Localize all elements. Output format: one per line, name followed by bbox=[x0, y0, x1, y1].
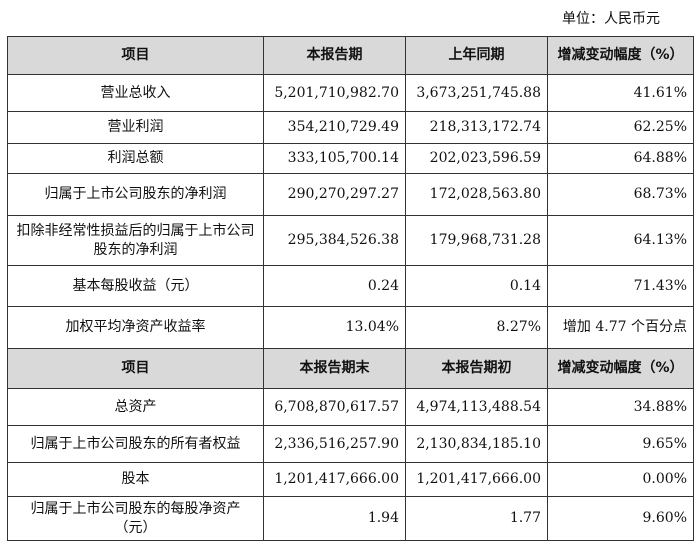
row-item: 扣除非经常性损益后的归属于上市公司股东的净利润 bbox=[7, 215, 264, 266]
row-item: 基本每股收益（元） bbox=[7, 265, 264, 307]
header-prior-period: 上年同期 bbox=[405, 36, 548, 75]
table-row: 基本每股收益（元） 0.24 0.14 71.43% bbox=[7, 265, 694, 307]
header-row-1: 项目 本报告期 上年同期 增减变动幅度（%） bbox=[7, 36, 694, 75]
row-prior: 8.27% bbox=[405, 306, 548, 349]
table-row: 股本 1,201,417,666.00 1,201,417,666.00 0.0… bbox=[7, 462, 694, 497]
row-change: 0.00% bbox=[547, 462, 694, 497]
unit-label: 单位：人民币元 bbox=[562, 11, 660, 27]
row-item: 营业利润 bbox=[7, 111, 264, 144]
table-row: 扣除非经常性损益后的归属于上市公司股东的净利润 295,384,526.38 1… bbox=[7, 215, 694, 266]
table-row: 营业利润 354,210,729.49 218,313,172.74 62.25… bbox=[7, 111, 694, 144]
row-prior: 4,974,113,488.54 bbox=[405, 388, 548, 426]
row-current: 354,210,729.49 bbox=[263, 111, 406, 144]
header-change: 增减变动幅度（%） bbox=[547, 348, 694, 389]
header-row-2: 项目 本报告期末 本报告期初 增减变动幅度（%） bbox=[7, 348, 694, 389]
row-current: 6,708,870,617.57 bbox=[263, 388, 406, 426]
row-current: 290,270,297.27 bbox=[263, 173, 406, 216]
row-current: 1,201,417,666.00 bbox=[263, 462, 406, 497]
row-change: 增加 4.77 个百分点 bbox=[547, 306, 694, 349]
row-change: 64.88% bbox=[547, 143, 694, 174]
row-current: 295,384,526.38 bbox=[263, 215, 406, 266]
row-prior: 172,028,563.80 bbox=[405, 173, 548, 216]
row-item: 加权平均净资产收益率 bbox=[7, 306, 264, 349]
row-prior: 0.14 bbox=[405, 265, 548, 307]
row-change: 71.43% bbox=[547, 265, 694, 307]
row-current: 333,105,700.14 bbox=[263, 143, 406, 174]
row-change: 68.73% bbox=[547, 173, 694, 216]
row-change: 41.61% bbox=[547, 74, 694, 112]
row-change: 9.65% bbox=[547, 425, 694, 463]
header-item: 项目 bbox=[7, 348, 264, 389]
row-item: 营业总收入 bbox=[7, 74, 264, 112]
table-row: 总资产 6,708,870,617.57 4,974,113,488.54 34… bbox=[7, 388, 694, 426]
row-change: 62.25% bbox=[547, 111, 694, 144]
row-prior: 3,673,251,745.88 bbox=[405, 74, 548, 112]
row-prior: 2,130,834,185.10 bbox=[405, 425, 548, 463]
row-current: 2,336,516,257.90 bbox=[263, 425, 406, 463]
row-item: 利润总额 bbox=[7, 143, 264, 174]
row-current: 5,201,710,982.70 bbox=[263, 74, 406, 112]
row-prior: 202,023,596.59 bbox=[405, 143, 548, 174]
row-current: 1.94 bbox=[263, 496, 406, 541]
row-item: 归属于上市公司股东的净利润 bbox=[7, 173, 264, 216]
table-row: 利润总额 333,105,700.14 202,023,596.59 64.88… bbox=[7, 143, 694, 174]
row-change: 9.60% bbox=[547, 496, 694, 541]
table-row: 营业总收入 5,201,710,982.70 3,673,251,745.88 … bbox=[7, 74, 694, 112]
header-period-end: 本报告期末 bbox=[263, 348, 406, 389]
row-prior: 1.77 bbox=[405, 496, 548, 541]
header-item: 项目 bbox=[7, 36, 264, 75]
row-item: 总资产 bbox=[7, 388, 264, 426]
row-item: 股本 bbox=[7, 462, 264, 497]
table-row: 归属于上市公司股东的每股净资产（元） 1.94 1.77 9.60% bbox=[7, 496, 694, 541]
row-item: 归属于上市公司股东的所有者权益 bbox=[7, 425, 264, 463]
row-change: 34.88% bbox=[547, 388, 694, 426]
header-period-start: 本报告期初 bbox=[405, 348, 548, 389]
header-current-period: 本报告期 bbox=[263, 36, 406, 75]
table-row: 归属于上市公司股东的所有者权益 2,336,516,257.90 2,130,8… bbox=[7, 425, 694, 463]
row-current: 0.24 bbox=[263, 265, 406, 307]
row-prior: 179,968,731.28 bbox=[405, 215, 548, 266]
row-prior: 1,201,417,666.00 bbox=[405, 462, 548, 497]
table-row: 归属于上市公司股东的净利润 290,270,297.27 172,028,563… bbox=[7, 173, 694, 216]
row-change: 64.13% bbox=[547, 215, 694, 266]
financial-summary-table: 项目 本报告期 上年同期 增减变动幅度（%） 营业总收入 5,201,710,9… bbox=[7, 36, 694, 541]
row-item: 归属于上市公司股东的每股净资产（元） bbox=[7, 496, 264, 541]
row-current: 13.04% bbox=[263, 306, 406, 349]
table-row: 加权平均净资产收益率 13.04% 8.27% 增加 4.77 个百分点 bbox=[7, 306, 694, 349]
row-prior: 218,313,172.74 bbox=[405, 111, 548, 144]
header-change: 增减变动幅度（%） bbox=[547, 36, 694, 75]
